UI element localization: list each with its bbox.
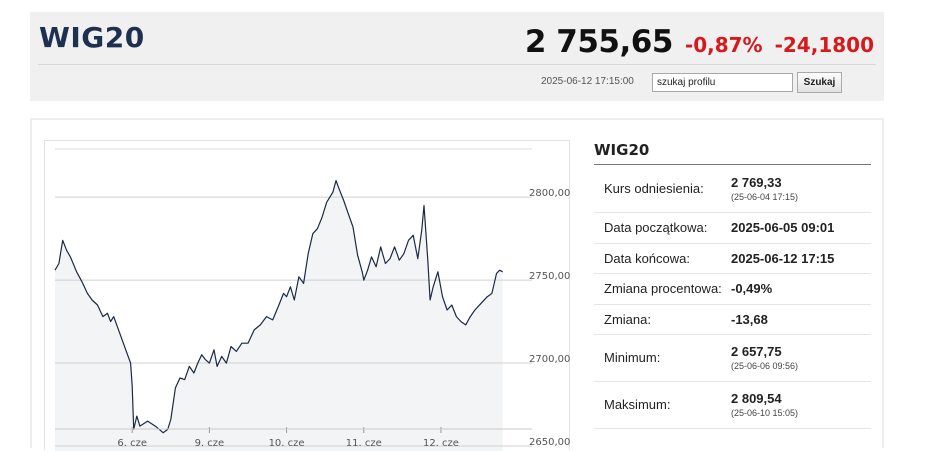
price-line xyxy=(54,180,503,434)
info-value-text: 2 809,54 xyxy=(731,391,782,406)
info-value: 2 809,54 (25-06-10 15:05) xyxy=(731,381,871,429)
change-value: -24,1800 xyxy=(774,33,874,57)
x-tick-label: 10. cze xyxy=(269,438,305,449)
info-value-text: 2 657,75 xyxy=(731,344,782,359)
info-row: Zmiana: -13,68 xyxy=(594,304,871,335)
info-label: Minimum: xyxy=(594,334,731,382)
info-label: Data końcowa: xyxy=(594,243,731,274)
y-tick-label: 2700,00 xyxy=(529,354,570,365)
info-value: 2 657,75 (25-06-06 09:56) xyxy=(731,334,871,382)
instrument-symbol: WIG20 xyxy=(39,21,145,54)
info-row: Minimum: 2 657,75 (25-06-06 09:56) xyxy=(594,334,871,382)
last-price: 2 755,65 xyxy=(524,24,674,60)
x-tick-label: 9. cze xyxy=(195,438,225,449)
x-tick-label: 6. cze xyxy=(117,438,147,449)
info-label: Zmiana procentowa: xyxy=(594,273,731,305)
price-area xyxy=(55,180,503,451)
header-divider xyxy=(38,64,876,65)
info-value-timestamp: (25-06-06 09:56) xyxy=(731,361,799,371)
info-label: Data początkowa: xyxy=(594,212,731,244)
info-label: Kurs odniesienia: xyxy=(594,166,731,213)
info-label: Zmiana: xyxy=(594,304,731,335)
info-value-text: 2 769,33 xyxy=(731,175,782,191)
y-tick-label: 2800,00 xyxy=(529,188,570,199)
info-panel-title: WIG20 xyxy=(594,141,650,159)
info-value-timestamp: (25-06-10 15:05) xyxy=(731,408,799,418)
x-tick-label: 11. cze xyxy=(346,438,382,449)
info-row: Maksimum: 2 809,54 (25-06-10 15:05) xyxy=(594,381,871,429)
quote-header: WIG20 2 755,65 -0,87% -24,1800 xyxy=(30,12,884,101)
info-table: Kurs odniesienia: 2 769,33 (25-06-04 17:15… xyxy=(594,166,871,429)
profile-search-input[interactable] xyxy=(652,73,793,92)
info-value-text: -0,49% xyxy=(731,281,773,296)
info-row: Data końcowa: 2025-06-12 17:15 xyxy=(594,243,871,274)
info-row: Kurs odniesienia: 2 769,33 (25-06-04 17:15… xyxy=(594,166,871,213)
info-value-text: 2025-06-05 09:01 xyxy=(731,220,835,235)
info-value: 2 769,33 (25-06-04 17:15) xyxy=(731,166,871,213)
price-chart-svg: 2800,00 2750,00 2700,00 2650,00 6. cze 9. cze… xyxy=(54,148,570,451)
info-row: Zmiana procentowa: -0,49% xyxy=(594,273,871,305)
info-value: -13,68 xyxy=(731,304,871,335)
x-tick-label: 12. cze xyxy=(423,438,459,449)
info-value: -0,49% xyxy=(731,273,871,305)
info-title-underline xyxy=(594,164,871,165)
price-chart: 2800,00 2750,00 2700,00 2650,00 6. cze 9. cze… xyxy=(44,140,570,451)
info-value: 2025-06-05 09:01 xyxy=(731,212,871,244)
y-tick-label: 2650,00 xyxy=(529,437,570,448)
info-label: Maksimum: xyxy=(594,381,731,429)
info-value-text: 2025-06-12 17:15 xyxy=(731,250,835,266)
info-row: Data początkowa: 2025-06-05 09:01 xyxy=(594,212,871,244)
y-tick-label: 2750,00 xyxy=(529,271,570,282)
change-percent: -0,87% xyxy=(684,33,763,57)
quote-timestamp: 2025-06-12 17:15:00 xyxy=(541,76,634,87)
price-row: 2 755,65 -0,87% -24,1800 xyxy=(525,24,874,60)
info-value-text: -13,68 xyxy=(731,311,768,327)
info-value: 2025-06-12 17:15 xyxy=(731,243,871,274)
info-value-timestamp: (25-06-04 17:15) xyxy=(731,192,799,203)
search-button[interactable]: Szukaj xyxy=(797,72,842,93)
